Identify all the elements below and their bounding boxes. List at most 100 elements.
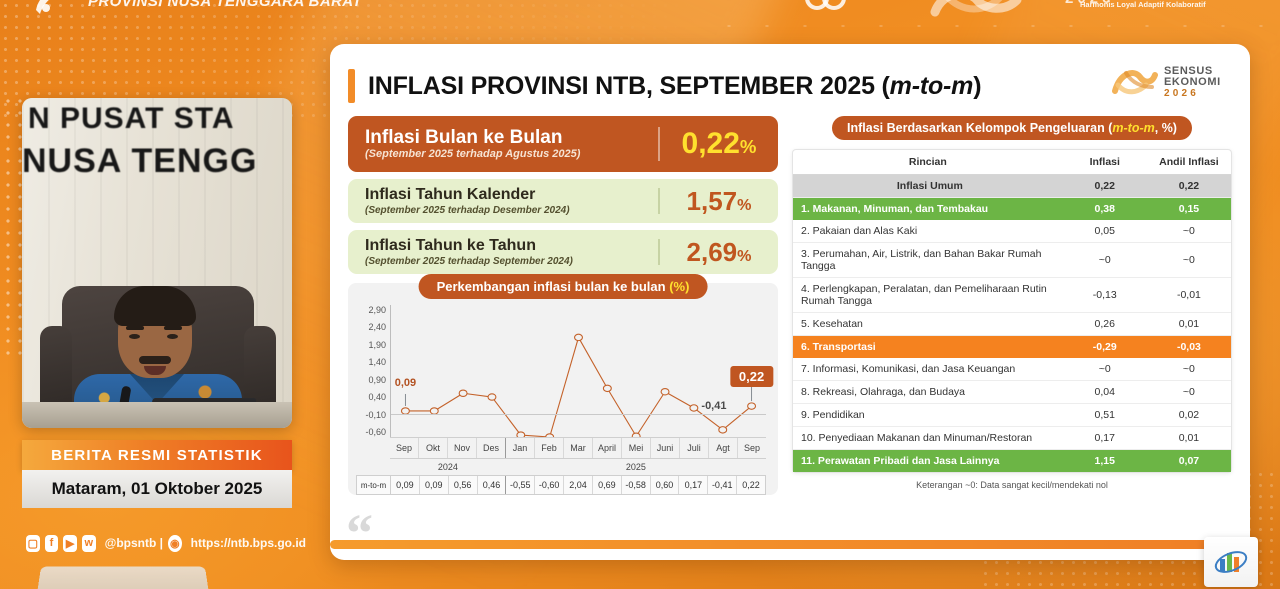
left-column: Inflasi Bulan ke Bulan (September 2025 t… xyxy=(348,116,778,495)
kpi-value-number: 2,69 xyxy=(686,236,738,267)
divider xyxy=(658,127,660,161)
cell-rincian: 6. Transportasi xyxy=(801,341,876,353)
speaker-eye xyxy=(129,334,140,339)
table-row: 9. Pendidikan 0,51 0,02 xyxy=(793,403,1231,427)
chart-data-point xyxy=(748,403,756,409)
chart-data-point xyxy=(690,405,698,411)
kpi-card-year-on-year: Inflasi Tahun ke Tahun (September 2025 t… xyxy=(348,230,778,274)
chart-point-label: -0,41 xyxy=(701,399,727,412)
social-handle-label: @bpsntb | xyxy=(104,536,164,550)
chart-x-axis-labels: Sep Okt Nov Des Jan Feb Mar April Mei Juni Juli Agt… xyxy=(390,437,766,459)
divider xyxy=(658,187,660,215)
cell-andil-inflasi: 0,07 xyxy=(1178,455,1200,467)
sensus-ekonomi-logo: SENSUS EKONOMI 2026 xyxy=(1112,60,1232,104)
youtube-icon[interactable]: ▶ xyxy=(63,534,77,552)
slide-bottom-accent-bar xyxy=(330,540,1250,549)
cell-rincian: 9. Pendidikan xyxy=(793,403,1063,427)
twitter-icon[interactable]: w xyxy=(81,534,96,552)
speaker-video-panel[interactable]: N PUSAT STA NUSA TENGG BADAN PUSAT STATI… xyxy=(22,98,292,428)
facebook-icon[interactable]: f xyxy=(44,534,59,552)
cell-andil-inflasi: ~0 xyxy=(1146,220,1231,243)
kpi-card-calendar-year: Inflasi Tahun Kalender (September 2025 t… xyxy=(348,179,778,223)
title-main-text: INFLASI PROVINSI NTB, SEPTEMBER 2025 ( xyxy=(368,71,890,100)
data-row-cell: 0,09 xyxy=(420,476,449,494)
table-row: 4. Perlengkapan, Peralatan, dan Pemeliha… xyxy=(793,277,1231,313)
cell-rincian: 3. Perumahan, Air, Listrik, dan Bahan Ba… xyxy=(793,242,1063,278)
cell-andil-inflasi: 0,15 xyxy=(1178,203,1200,215)
data-row-cell: 0,17 xyxy=(679,476,709,494)
chart-year-groups: 2024 2025 xyxy=(390,459,766,474)
kpi-card-month-to-month: Inflasi Bulan ke Bulan (September 2025 t… xyxy=(348,116,778,172)
right-column: Inflasi Berdasarkan Kelompok Pengeluaran… xyxy=(792,116,1232,490)
page-title: INFLASI PROVINSI NTB, SEPTEMBER 2025 (m-… xyxy=(368,71,982,101)
brs-title-band: BERITA RESMI STATISTIK xyxy=(22,440,292,470)
table-row: Inflasi Umum 0,22 0,22 xyxy=(793,174,1231,198)
y-axis-tick: 1,40 xyxy=(368,357,386,368)
cell-rincian: 8. Rekreasi, Olahraga, dan Budaya xyxy=(793,380,1063,404)
table-header-row: Rincian Inflasi Andil Inflasi xyxy=(793,150,1231,175)
x-axis-tick: Mei xyxy=(622,438,651,458)
kpi-label: Inflasi Bulan ke Bulan xyxy=(365,127,563,148)
dot-pattern-top-middle xyxy=(710,18,1270,34)
cell-inflasi: ~0 xyxy=(1062,242,1147,278)
y-axis-tick: 0,90 xyxy=(368,374,386,385)
cell-inflasi: 0,04 xyxy=(1062,380,1147,404)
table-row: 5. Kesehatan 0,26 0,01 xyxy=(793,312,1231,336)
kpi-value: 1,57% xyxy=(660,186,778,217)
data-row-cell: 0,46 xyxy=(478,476,507,494)
x-axis-tick: Sep xyxy=(390,438,419,458)
berakhlak-line-2: Harmonis Loyal Adaptif Kolaboratif xyxy=(1080,0,1206,9)
cell-andil-inflasi: -0,03 xyxy=(1176,341,1201,353)
kpi-value-number: 1,57 xyxy=(686,185,738,216)
sensus-logo-line-1: SENSUS xyxy=(1164,64,1213,77)
chart-data-point xyxy=(661,389,669,395)
inflation-trend-chart: Perkembangan inflasi bulan ke bulan (%) … xyxy=(348,274,778,495)
berakhlak-values-text: Berorientasi Pelayanan Akuntabel Kompete… xyxy=(1080,0,1240,10)
bps-logo-bottom[interactable] xyxy=(1204,537,1258,587)
chart-plot-area: 2,90 2,40 1,90 1,40 0,90 0,40 -0,10 -0,60 0,09 -… xyxy=(352,305,774,495)
slide-title-row: INFLASI PROVINSI NTB, SEPTEMBER 2025 (m-… xyxy=(348,58,1232,114)
data-row-cells: 0,09 0,09 0,56 0,46 -0,55 -0,60 2,04 0,69 -0,58 0… xyxy=(391,476,765,494)
social-links-bar: ▢ f ▶ w @bpsntb | ◉ https://ntb.bps.go.i… xyxy=(26,531,306,555)
data-row-header: m-to-m xyxy=(357,476,391,494)
chart-data-point xyxy=(401,408,409,414)
x-axis-tick: Nov xyxy=(448,438,477,458)
expenditure-table-card: Rincian Inflasi Andil Inflasi Inflasi Um… xyxy=(792,149,1232,473)
table-row: 7. Informasi, Komunikasi, dan Jasa Keuan… xyxy=(793,358,1231,381)
data-row-cell: 0,56 xyxy=(449,476,478,494)
x-axis-tick: Jan xyxy=(506,438,535,458)
globe-icon[interactable]: ◉ xyxy=(168,534,182,552)
bps-logo-icon xyxy=(1214,551,1248,573)
website-url-label[interactable]: https://ntb.bps.go.id xyxy=(190,536,306,550)
table-head: Rincian Inflasi Andil Inflasi xyxy=(793,150,1231,175)
expenditure-table-title: Inflasi Berdasarkan Kelompok Pengeluaran… xyxy=(832,116,1192,140)
chart-zero-line xyxy=(391,414,766,416)
x-axis-tick: Mar xyxy=(564,438,593,458)
kpi-value-unit: % xyxy=(739,136,757,157)
table-footnote: Keterangan ~0: Data sangat kecil/mendeka… xyxy=(916,480,1108,490)
sensus-ekonomi-top-logo: 2026 xyxy=(925,0,1110,20)
kpi-sublabel: (September 2025 terhadap Desember 2024) xyxy=(365,204,570,216)
chart-y-axis: 2,90 2,40 1,90 1,40 0,90 0,40 -0,10 -0,60 xyxy=(352,305,386,437)
backdrop-text-line-2: NUSA TENGG xyxy=(22,142,258,180)
cell-rincian: 1. Makanan, Minuman, dan Tembakau xyxy=(801,203,989,215)
cell-rincian: 11. Perawatan Pribadi dan Jasa Lainnya xyxy=(801,455,1000,467)
x-axis-tick: Juli xyxy=(680,438,709,458)
cell-inflasi: 1,15 xyxy=(1094,455,1115,467)
kpi-value: 2,69% xyxy=(660,237,778,268)
kpi-sublabel: (September 2025 terhadap Agustus 2025) xyxy=(365,148,581,160)
chart-line-series xyxy=(391,305,766,437)
instagram-icon[interactable]: ▢ xyxy=(26,534,40,552)
cell-andil-inflasi: 0,22 xyxy=(1146,174,1231,198)
cell-rincian: 7. Informasi, Komunikasi, dan Jasa Keuan… xyxy=(793,358,1063,381)
sensus-logo-line-3: 2026 xyxy=(1164,87,1200,99)
y-axis-tick: -0,60 xyxy=(365,426,386,437)
data-row-cell: 0,60 xyxy=(651,476,680,494)
ring-icon xyxy=(822,0,846,10)
speaker-eye xyxy=(167,334,178,339)
kpi-value-unit: % xyxy=(737,246,752,265)
bps-logo-icon xyxy=(30,0,70,20)
x-axis-tick: Des xyxy=(477,438,506,458)
title-italic-text: m-to-m xyxy=(889,71,974,100)
column-header-inflasi: Inflasi xyxy=(1062,150,1147,175)
